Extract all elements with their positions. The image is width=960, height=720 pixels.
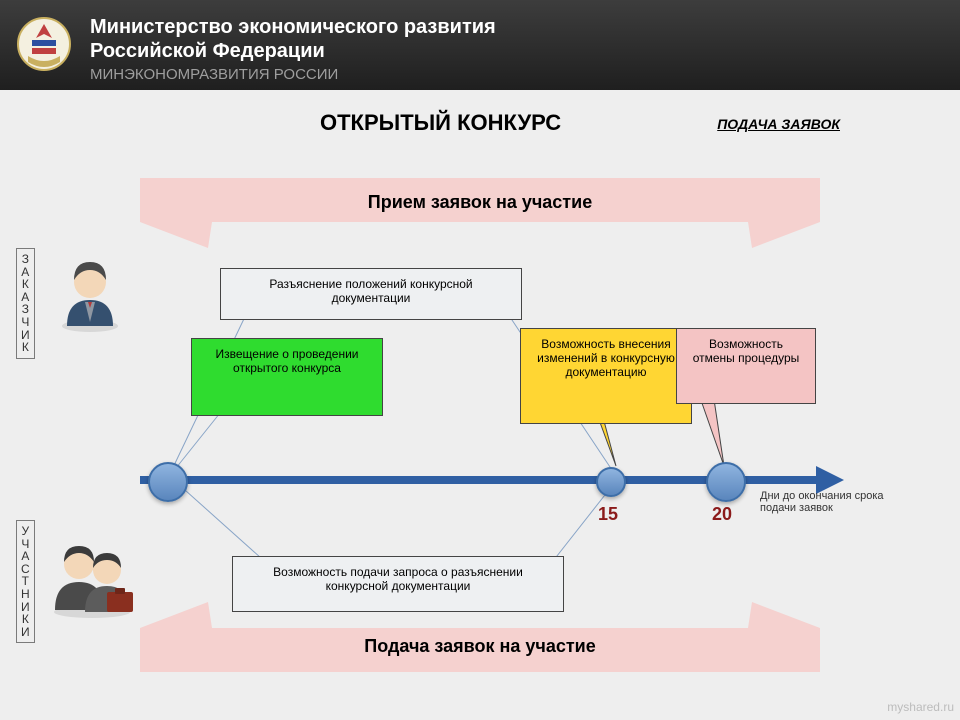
emblem-icon [14,14,74,74]
customer-avatar-icon [55,254,125,339]
role-customer-label: ЗАКАЗЧИК [16,248,35,359]
box-changes: Возможность внесения изменений в конкурс… [520,328,692,424]
watermark: myshared.ru [887,700,954,714]
ministry-header: Министерство экономического развития Рос… [0,0,960,90]
tick-15: 15 [598,504,618,525]
banner-bottom-text: Подача заявок на участие [140,636,820,657]
axis-caption: Дни до окончания срока подачи заявок [760,490,890,514]
box-request: Возможность подачи запроса о разъяснении… [232,556,564,612]
header-subtitle: МИНЭКОНОМРАЗВИТИЯ РОССИИ [90,66,338,83]
banner-top-text: Прием заявок на участие [140,192,820,213]
timeline-node-15 [596,467,626,497]
timeline-node-start [148,462,188,502]
timeline: 15 20 Дни до окончания срока подачи заяв… [140,460,840,500]
participants-avatar-icon [45,530,140,625]
tick-20: 20 [712,504,732,525]
banner-top: Прием заявок на участие [140,178,820,248]
box-notice: Извещение о проведении открытого конкурс… [191,338,383,416]
header-title-line1: Министерство экономического развития [90,16,496,39]
page-title: ОТКРЫТЫЙ КОНКУРС [320,110,561,136]
box-cancel: Возможность отмены процедуры [676,328,816,404]
header-title-line2: Российской Федерации [90,40,325,63]
slide-topic: ПОДАЧА ЗАЯВОК [717,116,840,132]
role-participants-label: УЧАСТНИКИ [16,520,35,643]
timeline-node-20 [706,462,746,502]
box-clarification: Разъяснение положений конкурсной докумен… [220,268,522,320]
banner-bottom: Подача заявок на участие [140,602,820,672]
